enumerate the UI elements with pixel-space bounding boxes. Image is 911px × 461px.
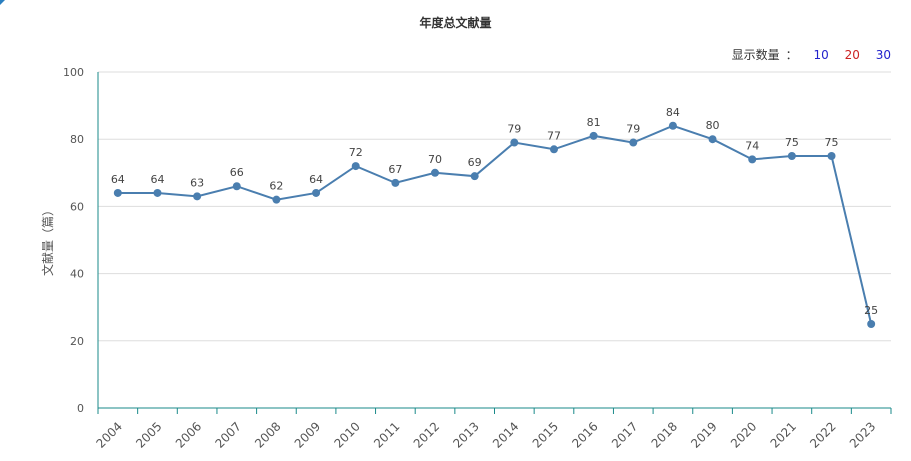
data-label: 62: [269, 180, 283, 193]
display-count-separator: ：: [785, 48, 798, 62]
x-tick-label: 2015: [530, 419, 561, 450]
data-point: [312, 188, 321, 197]
display-count-selector: 显示数量 ： 10 20 30: [732, 46, 891, 63]
x-tick-label: 2005: [133, 419, 164, 450]
chart-title: 年度总文献量: [419, 16, 492, 30]
data-point: [470, 172, 479, 181]
display-count-label: 显示数量: [731, 48, 780, 62]
data-label: 64: [150, 173, 164, 186]
data-label: 81: [587, 116, 601, 129]
data-label: 63: [190, 176, 204, 189]
data-label: 70: [428, 153, 442, 166]
data-label: 72: [349, 146, 363, 159]
x-tick-label: 2006: [173, 419, 204, 450]
x-tick-label: 2019: [688, 419, 719, 450]
x-tick-label: 2008: [252, 419, 283, 450]
data-label: 67: [388, 163, 402, 176]
x-tick-label: 2007: [212, 419, 243, 450]
data-label: 66: [230, 166, 244, 179]
x-tick-label: 2012: [411, 419, 442, 450]
data-point: [787, 152, 796, 160]
data-point: [351, 162, 360, 171]
data-point: [748, 155, 757, 164]
data-label: 64: [111, 173, 125, 186]
corner-marker: [0, 0, 5, 5]
data-point: [272, 195, 281, 204]
y-axis-label: 文献量（篇）: [40, 204, 55, 276]
x-tick-label: 2023: [847, 419, 878, 450]
x-tick-label: 2013: [450, 419, 481, 450]
x-tick-label: 2004: [94, 419, 125, 450]
data-point: [589, 131, 598, 140]
x-tick-label: 2021: [768, 419, 799, 450]
data-point: [391, 178, 400, 187]
x-tick-label: 2020: [728, 419, 759, 450]
x-tick-label: 2014: [490, 419, 521, 450]
display-count-option-30[interactable]: 30: [875, 48, 891, 62]
x-tick-label: 2018: [649, 419, 680, 450]
data-point: [431, 168, 440, 177]
data-point: [232, 182, 241, 191]
data-label: 69: [468, 156, 482, 169]
data-point: [827, 152, 836, 160]
data-label: 77: [547, 129, 561, 142]
x-tick-label: 2022: [807, 419, 838, 450]
y-tick-label: 0: [77, 402, 84, 415]
x-tick-label: 2009: [292, 419, 323, 450]
data-point: [153, 188, 162, 197]
data-point: [549, 145, 558, 154]
y-tick-label: 60: [70, 200, 84, 213]
x-tick-label: 2010: [331, 419, 362, 450]
data-label: 75: [825, 136, 839, 149]
data-point: [708, 135, 717, 144]
y-tick-label: 40: [70, 268, 84, 281]
data-point: [867, 320, 876, 328]
data-point: [510, 138, 519, 147]
data-label: 74: [745, 139, 759, 152]
y-tick-label: 20: [70, 335, 84, 348]
data-label: 79: [507, 123, 521, 136]
display-count-option-10[interactable]: 10: [813, 48, 829, 62]
x-tick-label: 2017: [609, 419, 640, 450]
x-tick-label: 2016: [569, 419, 600, 450]
data-label: 79: [626, 123, 640, 136]
data-label: 84: [666, 106, 680, 119]
data-label: 75: [785, 136, 799, 149]
data-point: [629, 138, 638, 147]
data-point: [193, 192, 202, 201]
data-point: [113, 188, 122, 197]
y-tick-label: 100: [63, 66, 84, 79]
x-tick-label: 2011: [371, 419, 402, 450]
y-tick-label: 80: [70, 133, 84, 146]
data-label: 25: [864, 304, 878, 317]
display-count-option-20[interactable]: 20: [844, 48, 860, 62]
series-line: [117, 124, 873, 325]
data-label: 80: [706, 119, 720, 132]
data-label: 64: [309, 173, 323, 186]
data-point: [668, 121, 677, 130]
